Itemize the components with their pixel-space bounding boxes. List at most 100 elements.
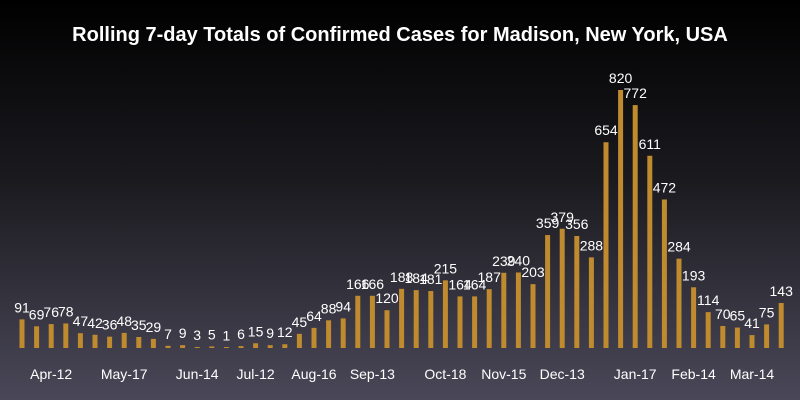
x-tick-label: Oct-18: [424, 366, 466, 382]
data-label-5: 42: [87, 315, 103, 331]
bar-7: [121, 332, 127, 348]
bar-24: [369, 295, 375, 348]
bar-5: [92, 334, 98, 348]
data-label-35: 203: [521, 264, 545, 280]
bar-14: [223, 347, 229, 348]
bar-46: [691, 287, 697, 348]
bar-10: [165, 345, 171, 348]
data-label-29: 215: [434, 260, 458, 276]
data-label-1: 69: [29, 306, 45, 322]
x-axis-ticks: Apr-12 May-17 Jun-14 Jul-12 Aug-16 Sep-13 Oct-…: [30, 366, 774, 382]
data-label-46: 193: [682, 267, 706, 283]
x-tick-label: Sep-13: [350, 366, 395, 382]
bar-13: [209, 346, 215, 348]
data-label-25: 120: [375, 290, 399, 306]
data-label-40: 654: [594, 122, 618, 138]
data-label-23: 166: [346, 276, 370, 292]
bar-33: [501, 272, 507, 348]
data-label-3: 78: [58, 303, 74, 319]
data-label-26: 188: [390, 269, 414, 285]
data-label-36: 359: [536, 215, 560, 231]
data-label-32: 187: [478, 269, 502, 285]
bar-35: [530, 284, 536, 348]
bar-23: [355, 295, 361, 348]
data-label-52: 143: [770, 283, 794, 299]
chart-title: Rolling 7-day Totals of Confirmed Cases …: [72, 24, 728, 46]
x-tick-label: Jun-14: [176, 366, 219, 382]
bar-41: [618, 90, 624, 348]
data-label-16: 15: [248, 323, 264, 339]
data-label-27: 184: [405, 270, 429, 286]
data-label-9: 29: [146, 319, 162, 335]
data-label-41: 820: [609, 70, 633, 86]
bar-50: [749, 335, 755, 348]
data-label-43: 611: [639, 136, 662, 152]
bar-30: [457, 296, 463, 348]
data-label-7: 48: [116, 313, 132, 329]
data-label-31: 164: [463, 276, 487, 292]
data-label-4: 47: [73, 313, 89, 329]
bar-44: [661, 199, 667, 348]
data-label-49: 65: [730, 308, 746, 324]
data-label-51: 75: [759, 304, 775, 320]
data-label-12: 3: [193, 327, 201, 343]
data-label-45: 284: [667, 239, 691, 255]
bar-3: [63, 323, 69, 348]
data-label-17: 9: [266, 325, 274, 341]
data-label-0: 91: [14, 299, 30, 315]
bar-16: [253, 343, 259, 348]
bar-43: [647, 155, 653, 348]
data-label-13: 5: [208, 326, 216, 342]
bar-47: [705, 312, 711, 348]
bars-group: [19, 90, 784, 348]
data-label-18: 12: [277, 324, 293, 340]
data-label-2: 76: [43, 304, 59, 320]
bar-28: [428, 291, 434, 348]
bar-25: [384, 310, 390, 348]
bar-36: [545, 235, 551, 348]
x-tick-label: Dec-13: [540, 366, 585, 382]
bar-0: [19, 319, 25, 348]
data-label-15: 6: [237, 326, 245, 342]
bar-38: [574, 235, 580, 348]
bar-1: [34, 326, 40, 348]
bar-31: [472, 296, 478, 348]
bar-52: [778, 303, 784, 348]
x-tick-label: Jan-17: [614, 366, 657, 382]
bar-39: [588, 257, 594, 348]
bar-6: [107, 336, 113, 348]
bar-51: [764, 324, 770, 348]
x-tick-label: Mar-14: [730, 366, 775, 382]
bar-27: [413, 290, 419, 348]
bar-20: [311, 327, 317, 348]
data-label-39: 288: [580, 237, 604, 253]
data-label-20: 64: [306, 308, 322, 324]
bar-42: [632, 105, 638, 348]
data-label-22: 94: [335, 298, 351, 314]
data-label-44: 472: [653, 179, 677, 195]
x-tick-label: May-17: [101, 366, 148, 382]
bar-32: [486, 289, 492, 348]
x-tick-label: Jul-12: [237, 366, 275, 382]
data-label-33: 239: [492, 253, 516, 269]
x-tick-label: Nov-15: [481, 366, 526, 382]
data-label-37: 379: [551, 209, 575, 225]
data-label-34: 240: [507, 252, 531, 268]
data-label-30: 164: [448, 276, 472, 292]
bar-29: [442, 280, 448, 348]
bar-48: [720, 325, 726, 348]
bar-17: [267, 345, 273, 348]
data-label-10: 7: [164, 326, 172, 342]
data-label-8: 35: [131, 317, 147, 333]
data-label-14: 1: [223, 328, 231, 344]
data-label-19: 45: [292, 314, 308, 330]
bar-15: [238, 346, 244, 348]
bar-8: [136, 336, 142, 348]
data-label-24: 166: [361, 276, 385, 292]
data-label-48: 70: [715, 306, 731, 322]
bar-45: [676, 258, 682, 348]
data-label-42: 772: [624, 85, 648, 101]
bar-40: [603, 142, 609, 348]
